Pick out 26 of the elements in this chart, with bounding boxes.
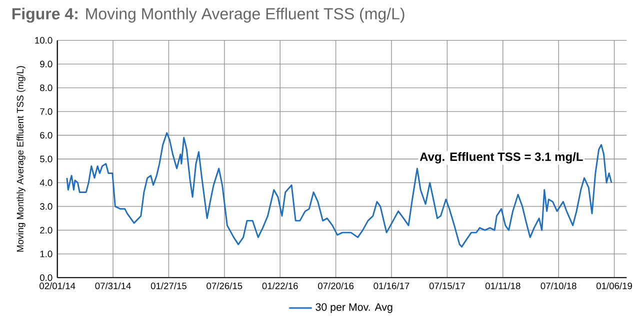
chart-title: Figure 4: Moving Monthly Average Effluent TSS (mg/L) [12,8,404,23]
x-tick-label: 02/01/14 [40,282,76,290]
y-tick-label: 8.0 [40,84,52,92]
x-tick-label: 07/31/14 [95,282,131,290]
y-tick-label: 3.0 [40,203,52,210]
y-tick-label: 9.0 [40,60,52,68]
x-tick-label: 01/16/17 [374,282,410,290]
y-tick-label: 7.0 [40,108,52,115]
y-tick-label: 0.0 [40,274,52,281]
x-tick-label: 07/26/15 [206,282,242,290]
x-tick-label: 07/20/16 [318,282,354,290]
y-axis-title: Moving Monthly Average Effluent TSS (mg/L) [16,66,26,252]
x-tick-label: 01/27/15 [150,282,186,290]
x-tick-label: 07/15/17 [429,282,465,290]
annotation: Avg. Effluent TSS = 3.1 mg/L [420,152,583,164]
y-tick-label: 5.0 [40,156,52,162]
x-tick-label: 01/06/19 [596,282,632,290]
x-tick-label: 01/11/18 [485,282,520,290]
legend-label: 30 per Mov. Avg [316,303,392,313]
y-tick-label: 4.0 [40,179,52,186]
y-tick-label: 6.0 [40,132,52,139]
y-tick-label: 2.0 [40,226,52,234]
y-tick-label: 1.0 [40,250,52,258]
x-tick-label: 01/22/16 [262,282,298,290]
y-tick-label: 10.0 [35,37,52,44]
x-tick-label: 07/10/18 [540,282,576,290]
